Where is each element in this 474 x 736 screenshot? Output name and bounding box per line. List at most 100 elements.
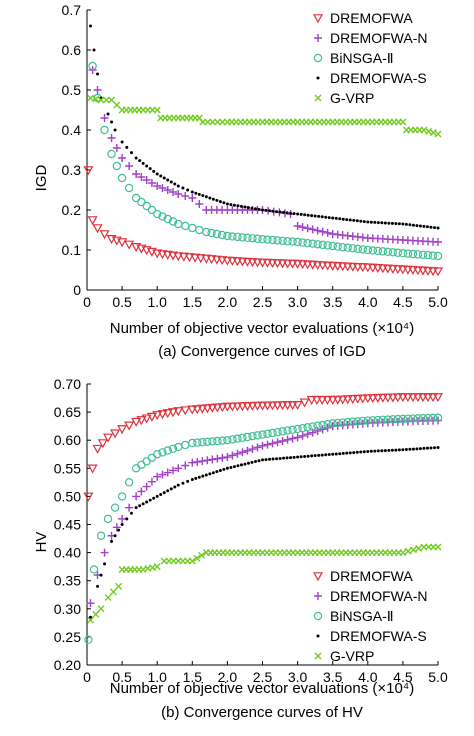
y-tick-label: 0.6 [62, 42, 82, 58]
data-point [387, 393, 398, 403]
legend-label-dremofwa: DREMOFWA [330, 10, 413, 26]
data-point [277, 259, 288, 269]
data-point [84, 635, 93, 644]
data-point [232, 257, 243, 267]
data-point [348, 218, 352, 222]
legend-marker-dremofwa [312, 14, 324, 24]
data-point [137, 460, 146, 469]
data-point [153, 106, 161, 114]
data-point [218, 453, 227, 462]
data-point [180, 406, 191, 416]
data-point [87, 94, 95, 102]
data-point [262, 258, 273, 268]
data-point [92, 224, 103, 234]
data-point [158, 212, 167, 221]
data-point [186, 479, 190, 483]
data-point [247, 401, 258, 411]
data-point [362, 394, 373, 404]
data-point [212, 403, 223, 413]
data-point [320, 453, 324, 457]
data-point [282, 456, 286, 460]
data-point [323, 241, 332, 250]
data-point [282, 401, 293, 411]
data-point [337, 262, 348, 272]
data-point [377, 264, 388, 274]
x-tick-label: 1.5 [183, 294, 203, 310]
data-point [432, 393, 444, 403]
legend-marker-binsga [313, 53, 323, 63]
data-point [387, 448, 391, 452]
data-point [418, 250, 428, 259]
data-point [298, 423, 307, 433]
data-point [402, 393, 413, 403]
data-point [168, 217, 178, 226]
legend-label-dremofwa: DREMOFWA [330, 568, 413, 584]
data-point [390, 448, 394, 452]
panel-igd: IGD 0 0.5 1.0 1.5 2.0 2.5 3.0 3.5 4.0 4.5 5.000.10… [33, 2, 448, 360]
data-point [311, 395, 322, 405]
data-point [131, 193, 141, 203]
data-point [141, 502, 145, 506]
data-point [299, 398, 310, 408]
data-point [253, 234, 262, 243]
data-point [142, 201, 151, 211]
data-point [306, 454, 310, 458]
data-point [298, 238, 307, 247]
data-point [323, 228, 332, 237]
data-point [137, 197, 146, 207]
data-point [100, 114, 109, 122]
data-point [303, 454, 307, 458]
data-point [343, 243, 352, 252]
data-point [152, 496, 156, 500]
data-point [429, 446, 433, 450]
data-point [293, 237, 302, 247]
data-point [239, 463, 243, 467]
data-point [302, 260, 313, 270]
data-point [308, 422, 317, 431]
data-point [131, 417, 142, 427]
data-point [378, 247, 388, 256]
data-point [373, 246, 383, 256]
data-point [242, 402, 253, 412]
data-point [110, 539, 114, 543]
data-point [427, 267, 439, 277]
data-point [436, 446, 440, 450]
data-point [401, 222, 405, 226]
data-point [331, 452, 335, 456]
data-point [102, 96, 110, 104]
data-point [211, 197, 215, 201]
data-point [120, 523, 124, 526]
data-point [333, 242, 342, 251]
data-point [147, 477, 156, 486]
data-point [283, 426, 292, 435]
data-point [99, 573, 103, 577]
data-point [188, 458, 197, 467]
data-point [181, 481, 185, 485]
data-point [313, 214, 317, 218]
data-point [138, 504, 142, 508]
data-point [393, 414, 403, 424]
data-point [187, 405, 198, 415]
data-point [92, 95, 100, 103]
data-point [272, 259, 283, 269]
data-point [211, 471, 215, 475]
data-point [271, 209, 275, 213]
data-point [368, 246, 378, 255]
data-point [338, 242, 347, 252]
data-point [168, 466, 177, 475]
data-point [248, 445, 257, 454]
data-point [229, 203, 233, 207]
data-point [148, 498, 152, 502]
data-point [408, 223, 412, 227]
data-point [362, 220, 366, 224]
data-point [248, 431, 257, 441]
data-point [282, 259, 293, 269]
data-point [263, 429, 272, 438]
data-point [397, 448, 401, 452]
data-point [147, 453, 157, 462]
data-point [227, 256, 238, 266]
data-point [163, 468, 172, 477]
series-binsga [84, 413, 443, 644]
data-point [277, 401, 288, 411]
